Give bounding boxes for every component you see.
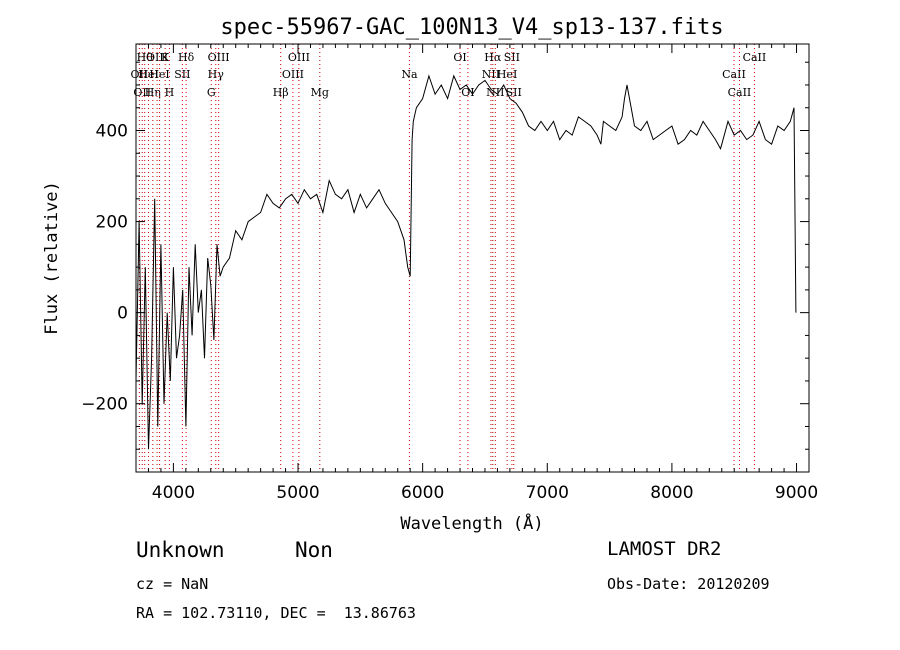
line-marker-label: CaII	[743, 51, 767, 64]
line-marker-label: OIII	[282, 68, 304, 81]
object-subclass: Non	[295, 538, 333, 562]
x-tick-label: 5000	[276, 483, 319, 503]
line-marker-label: SII	[504, 51, 520, 64]
object-class: Unknown	[136, 538, 225, 562]
y-tick-label: 200	[96, 213, 128, 233]
line-marker-label: OIII	[208, 51, 230, 64]
plot-frame	[135, 43, 810, 473]
line-marker-label: Hθ	[137, 51, 154, 64]
ra-dec-coordinates: RA = 102.73110, DEC = 13.86763	[136, 604, 416, 622]
x-tick-label: 6000	[401, 483, 444, 503]
line-marker-label: HeI	[138, 68, 158, 81]
line-marker-label: SII	[174, 68, 190, 81]
survey-name: LAMOST DR2	[607, 538, 722, 560]
line-marker-label: HeI	[497, 68, 517, 81]
spectrum-line	[135, 74, 797, 450]
line-marker-label: Mg	[311, 86, 329, 99]
redshift-cz: cz = NaN	[136, 575, 209, 593]
line-marker-label: Hα	[484, 51, 502, 64]
line-marker-label: OIII	[288, 51, 310, 64]
line-marker-label: CaII	[728, 86, 752, 99]
emission-line-markers: OIIOIIHθHeIHηOIIIHeIKHSIIHδGHγOIIIHβOIII…	[131, 44, 767, 472]
line-marker-label: OII	[131, 68, 149, 81]
chart-title: spec-55967-GAC_100N13_V4_sp13-137.fits	[220, 15, 723, 40]
x-tick-label: 8000	[650, 483, 693, 503]
line-marker-label: Na	[401, 68, 418, 81]
y-tick-label: 0	[117, 304, 128, 324]
line-marker-label: OII	[133, 86, 151, 99]
line-marker-label: G	[207, 86, 216, 99]
x-tick-label: 9000	[775, 483, 818, 503]
x-tick-label: 7000	[526, 483, 569, 503]
y-tick-label: −200	[81, 395, 128, 415]
x-tick-label: 4000	[152, 483, 195, 503]
line-marker-label: H	[165, 86, 175, 99]
x-axis-label: Wavelength (Å)	[400, 512, 543, 534]
line-marker-label: Hγ	[208, 68, 225, 81]
line-marker-label: K	[161, 51, 170, 64]
line-marker-label: CaII	[722, 68, 746, 81]
line-marker-label: Hδ	[178, 51, 195, 64]
axes: 4000 5000 6000 7000 8000 9000 −200 0 200 400	[81, 44, 818, 503]
line-marker-label: Hβ	[273, 86, 289, 99]
line-marker-label: OI	[461, 86, 474, 99]
line-marker-label: NII	[482, 68, 500, 81]
y-tick-label: 400	[96, 122, 128, 142]
line-marker-label: SII	[506, 86, 522, 99]
line-marker-label: Hη	[145, 86, 161, 99]
line-marker-label: HeI	[149, 68, 169, 81]
y-axis-label: Flux (relative)	[42, 181, 62, 335]
line-marker-label: OI	[453, 51, 466, 64]
line-marker-label: OIII	[146, 51, 168, 64]
observation-date: Obs-Date: 20120209	[607, 575, 770, 593]
